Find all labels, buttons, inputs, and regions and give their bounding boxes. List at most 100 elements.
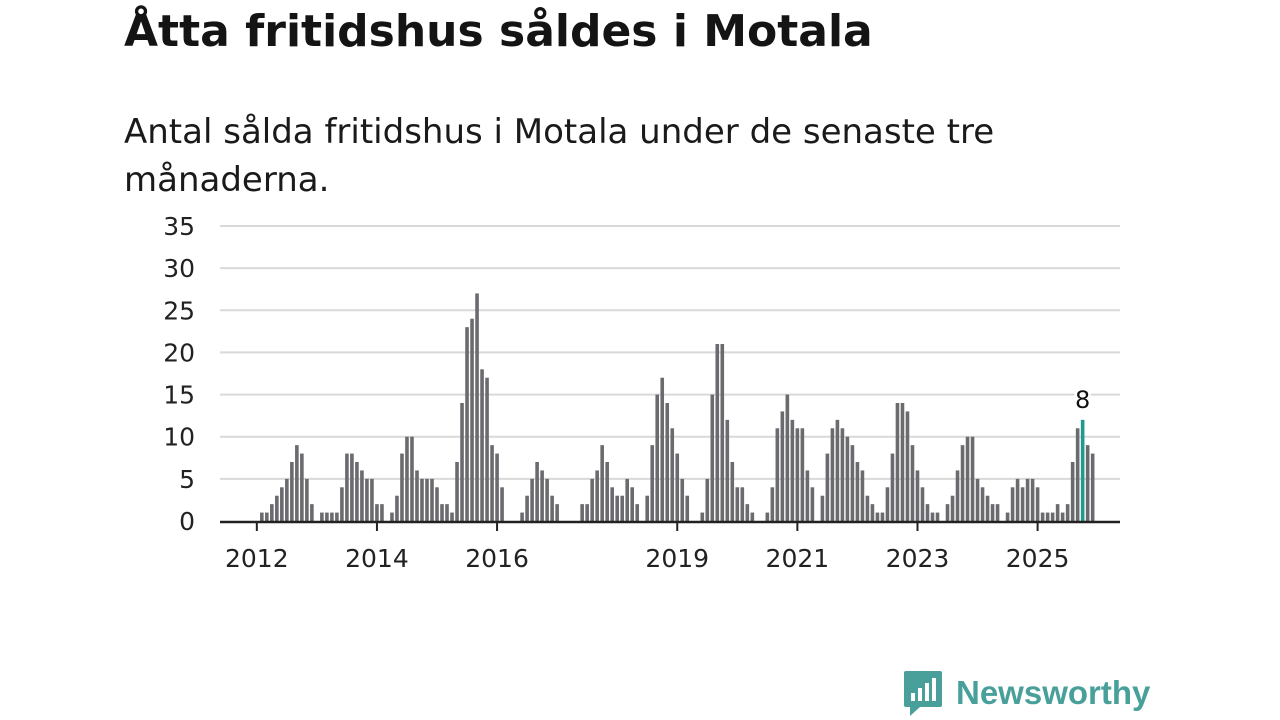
y-tick-label: 35 <box>163 212 195 241</box>
bar <box>635 504 640 521</box>
bar <box>440 504 444 521</box>
bar <box>710 394 715 521</box>
bar <box>630 487 634 521</box>
bar <box>900 403 905 521</box>
bars <box>260 293 1095 521</box>
bar <box>770 487 775 521</box>
bar <box>675 453 680 521</box>
bar <box>520 512 524 521</box>
bar <box>1055 504 1060 521</box>
bar <box>1040 512 1045 521</box>
bar <box>935 512 940 521</box>
y-tick-label: 0 <box>179 507 195 536</box>
bar <box>615 495 619 521</box>
bar <box>745 504 750 521</box>
bar <box>820 495 825 521</box>
bar <box>730 462 735 521</box>
x-tick-label: 2023 <box>886 544 950 573</box>
bar <box>580 504 584 521</box>
bar <box>835 419 840 521</box>
bar <box>965 436 970 521</box>
bar <box>1030 478 1035 521</box>
bar <box>650 445 655 521</box>
bar <box>290 462 294 521</box>
bar <box>435 487 439 521</box>
bar <box>1015 478 1020 521</box>
bar <box>550 495 554 521</box>
bar <box>845 436 850 521</box>
bar <box>375 504 379 521</box>
bar <box>785 394 790 521</box>
bar <box>1020 487 1025 521</box>
bar <box>535 462 539 521</box>
bar <box>740 487 745 521</box>
bar <box>980 487 985 521</box>
y-axis-ticks: 0 5 10 15 20 25 30 35 <box>163 212 195 536</box>
bar <box>895 403 900 521</box>
bar <box>825 453 830 521</box>
bar <box>875 512 880 521</box>
bar <box>925 504 930 521</box>
bar <box>850 445 855 521</box>
bar <box>1070 462 1075 521</box>
bar <box>485 377 489 521</box>
bar <box>1090 453 1095 521</box>
bar <box>325 512 329 521</box>
bar <box>270 504 274 521</box>
bar <box>915 470 920 521</box>
bar <box>585 504 589 521</box>
bar <box>430 478 434 521</box>
bar <box>480 369 484 521</box>
bar <box>905 411 910 521</box>
y-tick-label: 30 <box>163 254 195 283</box>
x-tick-label: 2025 <box>1006 544 1070 573</box>
x-axis-ticks: 2012 2014 2016 2019 2021 2023 2025 <box>225 523 1069 573</box>
y-tick-label: 10 <box>163 423 195 452</box>
bar <box>300 453 304 521</box>
bar <box>620 495 624 521</box>
bar <box>370 478 374 521</box>
bar <box>475 293 479 521</box>
highlight-value-label: 8 <box>1075 386 1090 414</box>
bar <box>715 344 720 521</box>
bar <box>880 512 885 521</box>
bar <box>750 512 755 521</box>
bar <box>450 512 454 521</box>
bar <box>860 470 865 521</box>
bar <box>355 462 359 521</box>
bar <box>490 445 494 521</box>
bar <box>610 487 614 521</box>
bar <box>665 403 670 521</box>
bar <box>870 504 875 521</box>
bar <box>790 419 795 521</box>
bar <box>990 504 995 521</box>
bar <box>720 344 725 521</box>
bar <box>295 445 299 521</box>
bar <box>345 453 349 521</box>
bar <box>1060 512 1065 521</box>
bar <box>975 478 980 521</box>
bar <box>1075 428 1080 521</box>
bar <box>670 428 675 521</box>
bar <box>540 470 544 521</box>
x-tick-label: 2019 <box>645 544 709 573</box>
bar <box>625 478 629 521</box>
bar <box>830 428 835 521</box>
bar <box>1010 487 1015 521</box>
bar <box>930 512 935 521</box>
bar <box>700 512 705 521</box>
x-tick-label: 2021 <box>766 544 830 573</box>
bar <box>495 453 499 521</box>
bar <box>705 478 710 521</box>
bar <box>800 428 805 521</box>
bar <box>265 512 269 521</box>
bar <box>725 419 730 521</box>
bar <box>945 504 950 521</box>
bar <box>400 453 404 521</box>
bar <box>455 462 459 521</box>
bar <box>320 512 324 521</box>
bar <box>1005 512 1010 521</box>
bar <box>995 504 1000 521</box>
bar <box>780 411 785 521</box>
